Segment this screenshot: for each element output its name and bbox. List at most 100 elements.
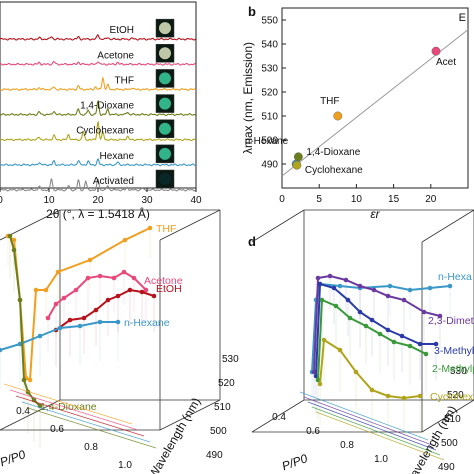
series-marker-2-3-dimeth [343, 277, 349, 283]
sample-glow-cyclohexane [159, 122, 171, 135]
series-marker-acetone [121, 269, 127, 275]
x-tick-label-b: 15 [388, 194, 400, 205]
series-label-thf: THF [115, 75, 134, 86]
y-tick-label-b: 530 [261, 64, 278, 75]
floor-trace-c [9, 389, 139, 431]
series-marker-cyclohexa [321, 337, 327, 343]
pattern-cyclohexane [0, 120, 196, 142]
series-marker-n-hexane [37, 333, 43, 339]
series-marker-n-hexa [427, 285, 433, 291]
series-marker-2-3-dimeth [437, 313, 443, 319]
x-tick-label-d: 0.4 [272, 412, 286, 423]
x-tick-label-c: 0.4 [16, 406, 30, 417]
series-line-n-hexa [311, 282, 451, 373]
series-marker-n-hexane [77, 323, 83, 329]
series-marker-2-3-dimeth [357, 283, 363, 289]
y-tick-label-b: 510 [261, 112, 278, 123]
series-marker-acetone [131, 275, 137, 281]
x-tick-label-b: 5 [316, 194, 322, 205]
x-tick-label-b: 10 [351, 194, 363, 205]
sample-glow-thf [159, 72, 171, 85]
series-marker-2-3-dimeth [421, 309, 427, 315]
box-edge-c [159, 399, 221, 431]
x-axis-title-d: P/P0 [280, 451, 310, 473]
series-label-thf: THF [156, 223, 176, 235]
series-marker-etoh [93, 307, 99, 313]
x-tick-label-d: 1.0 [374, 454, 388, 465]
series-marker-acetone [61, 295, 67, 301]
floor-trace-d [311, 406, 441, 456]
y-tick-label-d: 500 [441, 438, 458, 449]
x-axis-title-c: P/P0 [0, 447, 28, 469]
point-label-1-4-dioxane: 1,4-Dioxane [306, 147, 360, 158]
series-marker-acetone [53, 301, 59, 307]
series-label-etoh: EtOH [110, 25, 134, 36]
series-label-cyclohexane: Cyclohexane [76, 126, 134, 137]
series-marker-2-methylp [333, 303, 339, 309]
series-label-3-methylp: 3-Methylp [434, 345, 474, 357]
series-label-etoh: EtOH [156, 283, 182, 295]
series-marker-etoh [151, 293, 157, 299]
series-marker-cyclohexa [337, 347, 343, 353]
series-marker-2-methylp [423, 351, 429, 357]
series-marker-acetone [45, 315, 51, 321]
corner-label-b: E [459, 12, 466, 24]
pattern-acetone [0, 61, 196, 66]
floor-trace-d [299, 391, 429, 441]
panel-d: P/P0 Wavelength (nm)0.40.60.81.0490500510… [251, 209, 474, 474]
y-axis-title-b: λmax (nm, Emission) [241, 42, 255, 154]
series-label-n-hexa: n-Hexa [438, 271, 472, 283]
plot-frame-b [281, 7, 469, 189]
series-marker-thf [147, 225, 153, 231]
series-marker-cyclohexa [417, 393, 423, 399]
series-line-3-methylp [315, 282, 436, 377]
series-marker-3-methylp [433, 341, 439, 347]
series-marker-3-methylp [331, 285, 337, 291]
series-marker-3-methylp [317, 281, 323, 287]
series-marker-2-3-dimeth [315, 275, 321, 281]
point-label-cyclohexane: Cyclohexane [305, 165, 363, 176]
y-tick-label-c: 510 [214, 402, 231, 413]
series-marker-thf [33, 287, 39, 293]
series-marker-thf [55, 269, 61, 275]
y-tick-label-b: 490 [261, 160, 278, 171]
series-marker-n-hexane [0, 347, 3, 353]
y-tick-label-d: 520 [447, 390, 464, 401]
series-marker-n-hexane [57, 325, 63, 331]
series-marker-3-methylp [345, 297, 351, 303]
series-marker-thf [122, 237, 128, 243]
series-marker-n-hexa [447, 283, 453, 289]
series-line-2-3-dimeth [313, 274, 441, 373]
panel-label-d: d [248, 234, 256, 249]
series-marker-etoh [115, 293, 121, 299]
box-edge-c [0, 399, 61, 431]
series-marker-2-methylp [319, 297, 325, 303]
series-label-1-4-dioxane: 1,4-Dioxane [40, 401, 97, 413]
floor-trace-d [307, 401, 437, 451]
floor-trace-c [15, 395, 145, 437]
series-marker-1-4-dioxane [21, 377, 27, 383]
series-marker-acetone [85, 275, 91, 281]
y-tick-label-b: 540 [261, 40, 278, 51]
series-marker-acetone [73, 287, 79, 293]
series-marker-1-4-dioxane [7, 233, 13, 239]
pattern-thf [0, 76, 197, 91]
series-marker-n-hexane [97, 319, 103, 325]
series-marker-1-4-dioxane [11, 247, 17, 253]
series-line-cyclohexa [319, 338, 421, 400]
series-marker-etoh [105, 297, 111, 303]
point-label-thf: THF [320, 96, 339, 107]
floor-trace-d [303, 396, 433, 446]
series-marker-cyclohexa [317, 381, 323, 387]
series-label-n-hexane: n-Hexane [124, 317, 170, 329]
series-marker-acetone [143, 287, 149, 293]
series-marker-3-methylp [357, 309, 363, 315]
floor-trace-c [27, 407, 157, 449]
x-axis-title-a: 2θ (°, λ = 1.5418 Å) [46, 206, 150, 221]
point-1-4-dioxane [293, 152, 303, 162]
x-tick-label-b: 0 [279, 194, 285, 205]
box-edge-d [251, 209, 305, 243]
series-marker-thf [27, 377, 33, 383]
